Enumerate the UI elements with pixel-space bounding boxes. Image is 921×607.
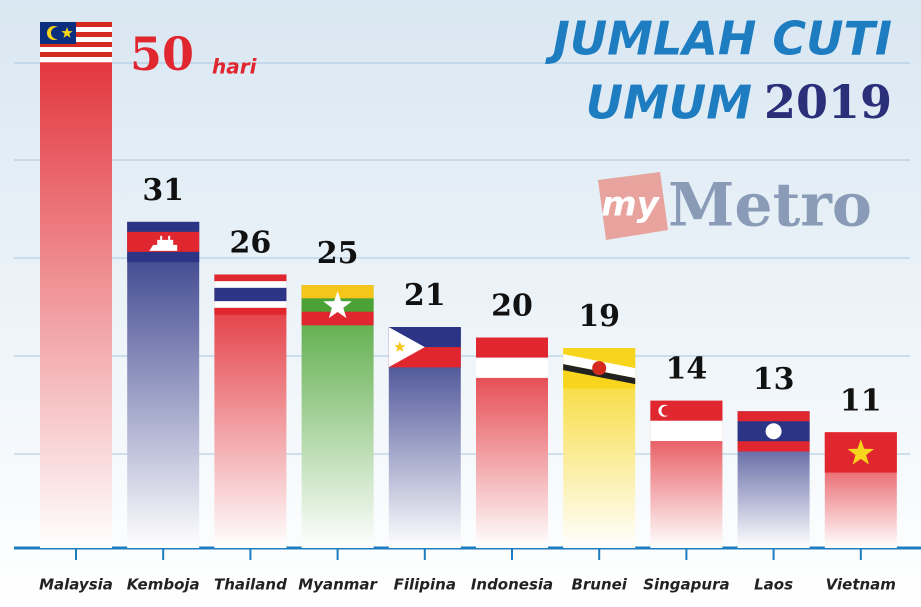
flag-emblem [592, 361, 607, 376]
value-label: 25 [317, 236, 359, 271]
flag-star [847, 439, 875, 465]
value-label: 21 [404, 278, 446, 313]
value-label: 20 [491, 289, 533, 324]
flag-stripe [214, 301, 287, 309]
flag-star [394, 341, 406, 352]
x-tick-label: Thailand [214, 576, 287, 594]
flag-stripe [40, 52, 112, 58]
x-tick-label: Singapura [643, 576, 729, 594]
bar [214, 274, 287, 548]
flag-stripe [737, 441, 810, 452]
logo-my: my [601, 185, 660, 225]
flag-stripe [650, 420, 723, 442]
flag-stripe [214, 281, 287, 289]
value-label: 31 [142, 173, 184, 208]
flag-moon [765, 423, 782, 440]
flag-stripe [476, 357, 548, 378]
flag-crescent-cut [661, 405, 672, 416]
value-label: 26 [230, 225, 272, 260]
flag-stripe [40, 47, 112, 53]
flag-crescent-cut [51, 27, 63, 39]
title-line-2: UMUM [586, 76, 752, 130]
flag-stripe [214, 294, 287, 302]
flag-stripe [127, 231, 200, 243]
flag-stripe [737, 411, 810, 422]
x-tick-label: Malaysia [39, 576, 113, 594]
logo-brush [598, 172, 668, 240]
flag-stripe [476, 337, 548, 358]
value-label: 50 [130, 27, 194, 81]
flag-stripe [214, 287, 287, 295]
flag-temple [149, 235, 178, 251]
x-tick-label: Indonesia [471, 576, 553, 594]
value-label: 13 [753, 362, 795, 397]
flag-star [323, 291, 352, 319]
flag-stripe [650, 400, 723, 422]
value-label: 11 [840, 383, 882, 418]
title-line-1: JUMLAH CUTI [545, 12, 892, 66]
x-tick-label: Vietnam [826, 576, 896, 594]
bar [40, 22, 112, 548]
flag-triangle [388, 327, 425, 368]
value-label: 14 [666, 352, 708, 387]
bar [127, 221, 200, 548]
flag-stripe [127, 251, 200, 263]
flag-stripe [214, 307, 287, 315]
flag-star [61, 27, 73, 38]
x-tick-label: Myanmar [298, 576, 378, 594]
flag-stripe [40, 57, 112, 63]
value-label: 19 [578, 299, 620, 334]
flag-stripe [127, 221, 200, 233]
title-year: 2019 [764, 75, 892, 129]
logo-metro: Metro [668, 171, 872, 241]
flag-stripe [40, 42, 112, 48]
bar [301, 285, 374, 548]
flag-stripe [214, 274, 287, 282]
flag-stripe [301, 311, 374, 326]
x-tick-label: Filipina [394, 576, 456, 594]
x-tick-label: Brunei [571, 576, 627, 594]
x-tick-label: Kemboja [127, 576, 200, 594]
x-tick-label: Laos [754, 576, 793, 594]
unit-label: hari [212, 55, 258, 79]
